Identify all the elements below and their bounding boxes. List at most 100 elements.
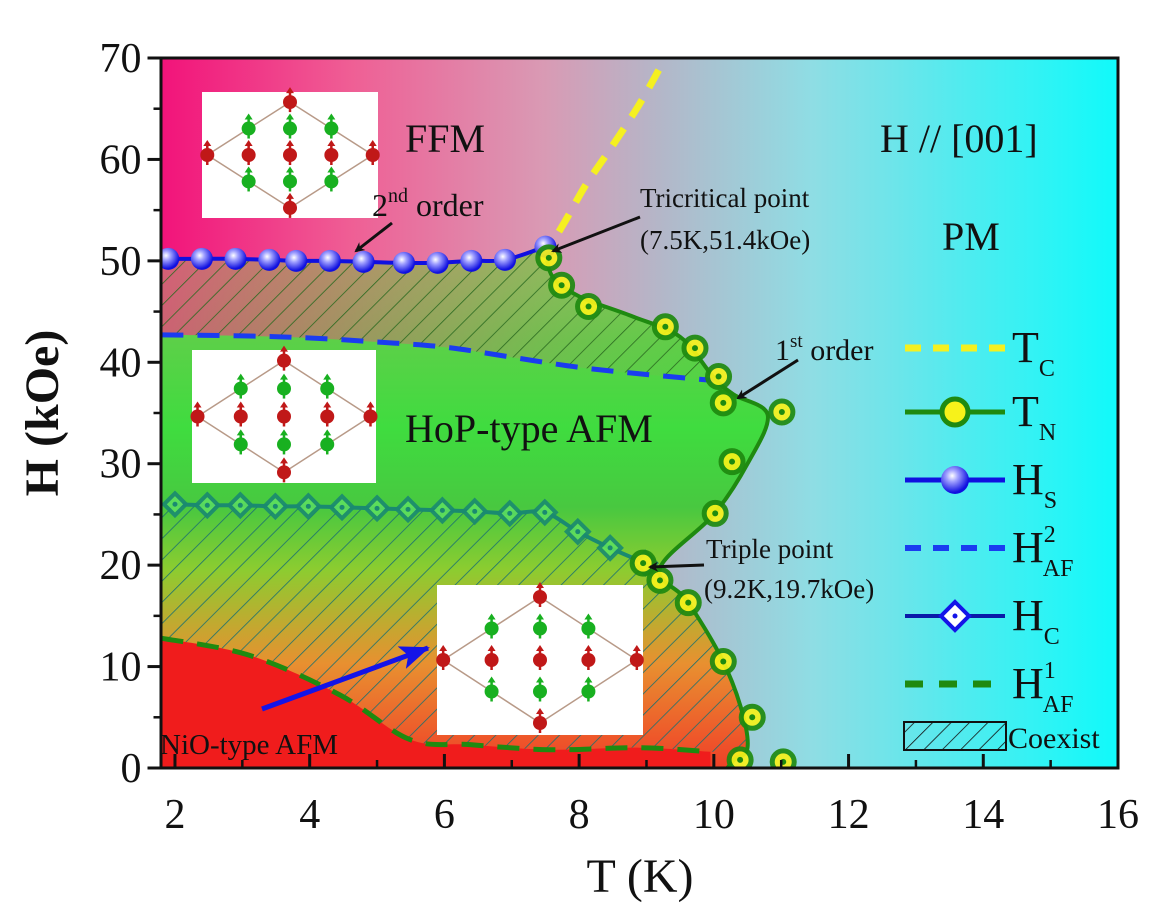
label-first-order: 1st order <box>775 331 873 367</box>
t-n-point-center <box>691 345 698 352</box>
label-nio-afm: NiO-type AFM <box>160 729 338 761</box>
legend-swatch-hatch <box>903 721 1007 751</box>
atom <box>190 409 205 424</box>
atom <box>277 353 291 368</box>
spin-arrow-head <box>280 457 288 464</box>
h-s-point <box>392 251 415 274</box>
nio-afm-region <box>161 638 711 768</box>
label-triple-point: Triple point <box>706 534 834 564</box>
h-s-point <box>161 247 180 270</box>
h-c-point-center <box>172 501 178 507</box>
inset-nio-structure <box>436 582 644 735</box>
h-c-point-center <box>305 503 311 509</box>
x-tick-label: 2 <box>164 792 185 838</box>
tc-line <box>538 58 669 263</box>
atom <box>241 148 256 162</box>
h-c-point-center <box>374 505 380 511</box>
atom <box>365 148 380 162</box>
atom <box>277 381 291 396</box>
label-pm: PM <box>942 214 1000 259</box>
t-n-point-center <box>545 254 552 261</box>
spin-arrow-head <box>536 676 544 683</box>
atom <box>581 653 596 667</box>
legend-item-t-c: TC <box>905 323 1055 382</box>
h-c-point-center <box>607 545 613 551</box>
spin-arrow-head <box>327 166 336 173</box>
t-n-point-center <box>778 408 785 415</box>
h-s-point <box>426 251 449 274</box>
atom <box>484 621 499 636</box>
spin-arrow-head <box>632 645 641 651</box>
crystal-structure-insets <box>190 87 644 735</box>
spin-arrow-head <box>236 429 245 436</box>
atom <box>283 174 297 189</box>
spin-arrow-head <box>286 166 294 173</box>
x-tick-label: 4 <box>299 792 320 838</box>
atom <box>283 121 297 136</box>
h-c-point-center <box>472 508 478 514</box>
label-second-order: 2nd order <box>372 185 484 223</box>
spin-arrow-head <box>584 613 593 620</box>
y-tick-label: 50 <box>100 239 142 285</box>
spin-arrow-head <box>244 113 253 120</box>
legend-label: TN <box>1012 387 1056 446</box>
atom <box>533 684 547 699</box>
h-c-point-center <box>575 529 581 535</box>
label-field-direction: H // [001] <box>880 116 1038 161</box>
h-s-point <box>494 248 517 271</box>
h-s-point <box>224 247 247 270</box>
y-tick-label: 10 <box>100 645 142 691</box>
y-tick-label: 20 <box>100 543 142 589</box>
spin-arrow-head <box>323 429 332 436</box>
spin-arrow-head <box>323 373 332 380</box>
spin-arrow-head <box>286 113 294 120</box>
atom <box>241 121 256 136</box>
spin-arrow-head <box>280 429 288 436</box>
h-c-point-center <box>272 503 278 509</box>
t-n-point-center <box>737 756 744 763</box>
atom <box>436 653 451 667</box>
atom <box>533 621 547 636</box>
h-c-point-center <box>204 502 210 508</box>
label-hop-afm: HoP-type AFM <box>405 406 653 451</box>
second-order-arrow <box>354 221 393 253</box>
spin-arrow-head <box>487 676 496 683</box>
atom <box>324 121 339 136</box>
h-af1-line <box>161 635 711 755</box>
inset-hop-structure <box>190 345 378 483</box>
y-tick-label: 60 <box>100 137 142 183</box>
spin-arrow-head <box>236 373 245 380</box>
atom <box>320 409 335 424</box>
h-c-point-center <box>405 506 411 512</box>
legend-marker-center <box>952 613 958 619</box>
t-n-point-center <box>715 373 722 380</box>
atom <box>629 653 644 667</box>
y-axis-title: H (kOe) <box>16 330 69 497</box>
legend-label: HC <box>1012 591 1060 650</box>
h-s-point <box>285 249 308 272</box>
y-tick-label: 0 <box>121 746 142 792</box>
h-c-point-center <box>439 507 445 513</box>
h-s-point <box>190 247 213 270</box>
x-tick-label: 12 <box>828 792 870 838</box>
y-tick-label: 40 <box>100 340 142 386</box>
atom <box>533 653 547 667</box>
spin-arrow-head <box>487 645 496 651</box>
spin-arrow-head <box>487 613 496 620</box>
t-n-point-center <box>585 303 592 310</box>
atom <box>324 174 339 189</box>
spin-arrow-head <box>327 113 336 120</box>
atom <box>283 200 297 215</box>
h-c-point-center <box>237 502 243 508</box>
atom <box>233 409 248 424</box>
label-tricritical-value: (7.5K,51.4kOe) <box>640 225 810 255</box>
h-s-point <box>258 248 281 271</box>
triple-point-arrow <box>648 561 705 572</box>
spin-arrow-head <box>536 708 544 714</box>
x-tick-label: 14 <box>962 792 1004 838</box>
x-tick-label: 6 <box>434 792 455 838</box>
spin-arrow-head <box>286 87 294 94</box>
spin-arrow-head <box>327 140 336 146</box>
t-n-point-center <box>720 658 727 665</box>
